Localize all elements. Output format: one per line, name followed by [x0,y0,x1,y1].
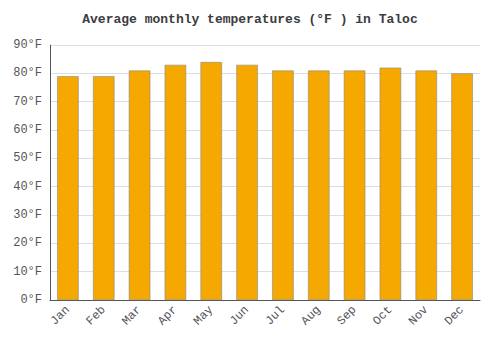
svg-text:Mar: Mar [119,303,144,328]
svg-text:Nov: Nov [406,303,431,328]
svg-text:Aug: Aug [299,303,324,328]
svg-text:Sep: Sep [334,303,359,328]
svg-text:70°F: 70°F [13,95,42,109]
svg-text:Jan: Jan [48,303,73,328]
svg-text:0°F: 0°F [20,293,42,307]
svg-text:50°F: 50°F [13,151,42,165]
svg-text:40°F: 40°F [13,180,42,194]
svg-text:Average monthly temperatures (: Average monthly temperatures (°F ) in Ta… [82,12,418,27]
svg-text:30°F: 30°F [13,208,42,222]
svg-text:90°F: 90°F [13,38,42,52]
svg-text:Dec: Dec [442,303,467,328]
svg-text:Apr: Apr [155,303,180,328]
svg-text:60°F: 60°F [13,123,42,137]
svg-text:Jun: Jun [227,303,252,328]
svg-text:Feb: Feb [84,303,109,328]
svg-text:May: May [191,303,216,328]
svg-text:Jul: Jul [263,303,288,328]
svg-text:80°F: 80°F [13,66,42,80]
svg-text:Oct: Oct [370,303,395,328]
svg-text:20°F: 20°F [13,236,42,250]
svg-text:10°F: 10°F [13,265,42,279]
